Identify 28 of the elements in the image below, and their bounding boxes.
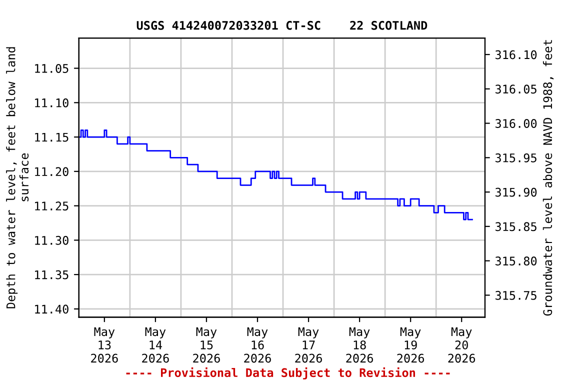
y2-tick-label: 315.95 bbox=[496, 153, 536, 162]
y2-axis-title: Groundwater level above NAVD 1988, feet bbox=[542, 40, 554, 316]
x-tick-label: May 18 2026 bbox=[346, 327, 374, 363]
x-tick-label: May 20 2026 bbox=[448, 327, 476, 363]
x-tick-label: May 19 2026 bbox=[397, 327, 424, 363]
x-tick-label: May 16 2026 bbox=[244, 327, 271, 363]
y2-tick-label: 315.85 bbox=[496, 222, 536, 232]
y-tick-label: 11.40 bbox=[35, 304, 68, 314]
x-tick-label: May 15 2026 bbox=[193, 327, 220, 363]
y-tick-label: 11.20 bbox=[35, 167, 68, 176]
y2-tick-label: 315.75 bbox=[496, 290, 536, 300]
x-tick-label: May 17 2026 bbox=[295, 327, 322, 363]
y2-tick-label: 315.80 bbox=[496, 256, 537, 266]
y-tick-label: 11.30 bbox=[35, 236, 68, 245]
y2-tick-label: 316.05 bbox=[496, 84, 536, 94]
y2-tick-label: 315.90 bbox=[496, 188, 537, 197]
y-tick-label: 11.10 bbox=[35, 98, 68, 108]
y-tick-label: 11.05 bbox=[35, 64, 68, 73]
y-axis-title: Depth to water level, feet below land surface bbox=[6, 47, 29, 308]
chart-title: USGS 414240072033201 CT-SC 22 SCOTLAND bbox=[136, 20, 428, 30]
y-tick-label: 11.25 bbox=[35, 202, 68, 210]
text: ---- Provisional Data Subject to Revision ---- bbox=[126, 367, 450, 380]
x-tick-label: May 14 2026 bbox=[142, 327, 169, 363]
x-tick-label: May 13 2026 bbox=[91, 327, 118, 363]
y-tick-label: 11.35 bbox=[35, 270, 68, 280]
y-tick-label: 11.15 bbox=[35, 132, 68, 142]
y2-tick-label: 316.00 bbox=[496, 119, 537, 128]
y2-tick-label: 316.10 bbox=[496, 50, 537, 60]
